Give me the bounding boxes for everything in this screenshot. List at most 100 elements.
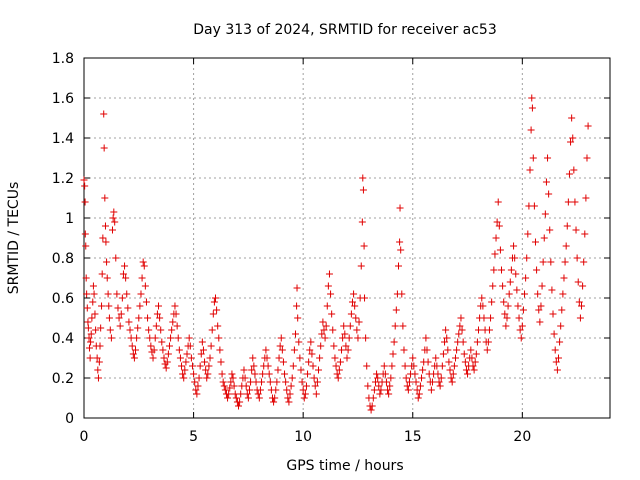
data-point bbox=[265, 370, 273, 378]
data-point bbox=[547, 258, 555, 266]
data-point bbox=[556, 338, 564, 346]
data-point bbox=[401, 362, 409, 370]
data-point bbox=[259, 370, 267, 378]
data-point bbox=[385, 390, 393, 398]
data-point bbox=[85, 344, 93, 352]
x-tick-label: 15 bbox=[404, 429, 422, 445]
data-point bbox=[101, 222, 109, 230]
data-point bbox=[504, 302, 512, 310]
data-point bbox=[133, 334, 141, 342]
data-point bbox=[251, 370, 259, 378]
data-point bbox=[396, 238, 404, 246]
data-point bbox=[103, 258, 111, 266]
data-point bbox=[219, 378, 227, 386]
data-point bbox=[390, 338, 398, 346]
data-point bbox=[134, 324, 142, 332]
data-point bbox=[357, 262, 365, 270]
data-point bbox=[468, 354, 476, 362]
data-point bbox=[316, 354, 324, 362]
data-point bbox=[111, 218, 119, 226]
data-point bbox=[403, 382, 411, 390]
data-point bbox=[273, 378, 281, 386]
data-point bbox=[510, 242, 518, 250]
data-point bbox=[530, 202, 538, 210]
data-point bbox=[443, 334, 451, 342]
data-point bbox=[105, 302, 113, 310]
data-point bbox=[81, 198, 89, 206]
data-point bbox=[542, 178, 550, 186]
data-point bbox=[84, 318, 92, 326]
data-point bbox=[84, 324, 92, 332]
data-point bbox=[81, 182, 89, 190]
data-point bbox=[415, 390, 423, 398]
data-point bbox=[398, 290, 406, 298]
data-point bbox=[519, 306, 527, 314]
data-point bbox=[413, 386, 421, 394]
data-point bbox=[149, 354, 157, 362]
data-point bbox=[502, 322, 510, 330]
data-point bbox=[258, 378, 266, 386]
data-point bbox=[505, 290, 513, 298]
data-point bbox=[328, 310, 336, 318]
data-point bbox=[195, 374, 203, 382]
x-tick-label: 10 bbox=[294, 429, 312, 445]
data-point bbox=[568, 114, 576, 122]
data-point bbox=[450, 362, 458, 370]
data-point bbox=[207, 342, 215, 350]
data-point bbox=[83, 304, 91, 312]
data-point bbox=[245, 386, 253, 394]
data-point bbox=[306, 346, 314, 354]
data-point bbox=[342, 342, 350, 350]
data-point bbox=[353, 326, 361, 334]
data-point bbox=[193, 390, 201, 398]
data-point bbox=[552, 358, 560, 366]
data-point bbox=[304, 370, 312, 378]
data-point bbox=[293, 302, 301, 310]
data-point bbox=[175, 346, 183, 354]
data-point bbox=[294, 314, 302, 322]
data-point bbox=[205, 362, 213, 370]
data-point bbox=[173, 322, 181, 330]
data-point bbox=[241, 374, 249, 382]
data-point bbox=[297, 366, 305, 374]
data-point bbox=[501, 310, 509, 318]
data-point bbox=[333, 370, 341, 378]
data-point bbox=[145, 326, 153, 334]
data-point bbox=[490, 266, 498, 274]
data-point bbox=[206, 354, 214, 362]
data-point bbox=[307, 338, 315, 346]
data-point bbox=[533, 266, 541, 274]
data-point bbox=[411, 370, 419, 378]
data-point bbox=[560, 274, 568, 282]
data-point bbox=[187, 354, 195, 362]
data-point bbox=[574, 278, 582, 286]
y-tick-label: 1.2 bbox=[52, 171, 74, 187]
data-point bbox=[296, 354, 304, 362]
data-point bbox=[381, 370, 389, 378]
data-point bbox=[496, 246, 504, 254]
data-point bbox=[302, 382, 310, 390]
data-point bbox=[498, 266, 506, 274]
data-point bbox=[90, 290, 98, 298]
data-point bbox=[472, 350, 480, 358]
data-point bbox=[215, 334, 223, 342]
data-point bbox=[158, 338, 166, 346]
data-point bbox=[535, 306, 543, 314]
data-point bbox=[164, 350, 172, 358]
data-point bbox=[228, 370, 236, 378]
data-point bbox=[500, 298, 508, 306]
data-point bbox=[507, 266, 515, 274]
data-point bbox=[313, 378, 321, 386]
data-point bbox=[102, 238, 110, 246]
data-point bbox=[458, 326, 466, 334]
data-point bbox=[141, 282, 149, 290]
data-point bbox=[118, 294, 126, 302]
data-point bbox=[338, 346, 346, 354]
data-point bbox=[363, 362, 371, 370]
data-point bbox=[471, 358, 479, 366]
data-point bbox=[94, 374, 102, 382]
data-point bbox=[188, 362, 196, 370]
data-point bbox=[569, 134, 577, 142]
data-point bbox=[217, 358, 225, 366]
